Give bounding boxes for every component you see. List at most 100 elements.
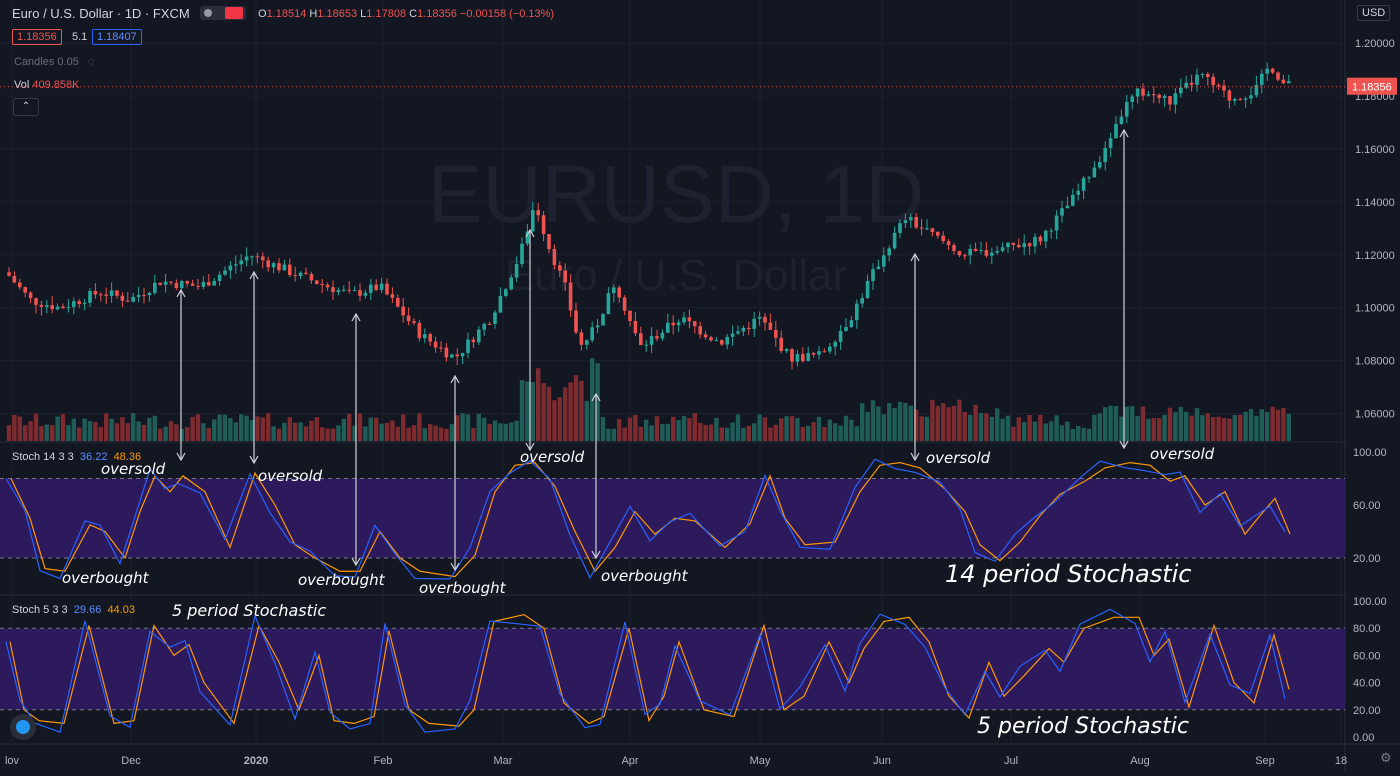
candle-body	[1152, 94, 1156, 96]
candle-body	[536, 210, 540, 216]
volume-bar	[168, 421, 174, 441]
gear-icon[interactable]: ⚙	[1380, 750, 1392, 765]
volume-bar	[390, 420, 395, 441]
candle-body	[757, 316, 762, 319]
candle-body	[1000, 247, 1005, 251]
candle-body	[633, 321, 638, 334]
volume-bar	[411, 425, 417, 441]
candle-body	[655, 336, 659, 339]
candle-body	[617, 287, 621, 298]
arrow-head	[249, 270, 259, 280]
volume-bar	[557, 397, 562, 441]
volume-bar	[222, 414, 228, 441]
candle-body	[1130, 96, 1134, 102]
candles-legend[interactable]: Candles 0.05 ◌	[14, 56, 94, 68]
logo-icon[interactable]	[10, 714, 36, 740]
candle-body	[1173, 93, 1178, 105]
eye-hidden-icon[interactable]: ◌	[87, 56, 95, 68]
symbol-title[interactable]: Euro / U.S. Dollar · 1D · FXCM	[12, 6, 190, 21]
volume-bar	[503, 423, 508, 441]
candle-body	[628, 310, 632, 322]
volume-bar	[17, 416, 22, 441]
collapse-legend-button[interactable]: ⌃	[13, 98, 39, 116]
bid-button[interactable]: 1.18356	[12, 29, 62, 45]
candle-body	[358, 290, 362, 296]
volume-bar	[924, 416, 930, 441]
volume-bar	[1038, 414, 1043, 441]
last-price-label: 1.18356	[1352, 82, 1392, 94]
session-toggle[interactable]	[200, 6, 246, 20]
candle-body	[1141, 88, 1145, 96]
time-tick-label: lov	[5, 755, 20, 767]
candle-body	[1195, 74, 1199, 85]
candle-body	[72, 301, 76, 308]
stoch5-legend[interactable]: Stoch 5 3 3 29.66 44.03	[12, 604, 135, 616]
volume-value: 409.858K	[32, 79, 80, 91]
volume-bar	[1178, 407, 1183, 441]
volume-bar	[843, 415, 849, 441]
volume-bar	[1076, 425, 1081, 441]
candle-body	[433, 341, 438, 348]
candle-body	[174, 282, 179, 289]
candle-body	[126, 300, 130, 302]
volume-bar	[1216, 416, 1221, 441]
stoch14-k-line	[5, 458, 1286, 580]
candle-body	[568, 282, 573, 311]
arrow-head	[910, 252, 920, 262]
volume-legend[interactable]: Vol 409.858K	[14, 79, 79, 91]
candle-body	[639, 333, 643, 346]
candle-body	[849, 320, 854, 328]
volume-bar	[487, 423, 492, 441]
candle-body	[741, 327, 746, 332]
volume-bar	[1113, 405, 1119, 441]
high-value: 1.18653	[317, 8, 358, 20]
volume-bar	[984, 413, 989, 441]
candle-body	[520, 243, 524, 265]
arrow-head	[351, 557, 361, 567]
volume-bar	[239, 414, 244, 441]
volume-bar	[39, 425, 44, 441]
candle-body	[822, 351, 827, 353]
stoch5-d-value: 44.03	[107, 604, 135, 616]
candle-body	[104, 294, 108, 296]
candle-body	[498, 296, 503, 313]
volume-bar	[995, 408, 1000, 441]
stoch14-legend[interactable]: Stoch 14 3 3 36.22 48.36	[12, 451, 141, 463]
volume-bar	[876, 406, 881, 441]
volume-bar	[622, 427, 627, 441]
candle-body	[1211, 76, 1215, 86]
volume-bar	[1243, 411, 1248, 441]
candle-body	[811, 353, 816, 355]
volume-bar	[384, 422, 390, 441]
time-tick-label: May	[750, 755, 771, 767]
candle-body	[833, 341, 837, 347]
price-tick-label: 1.06000	[1355, 409, 1395, 421]
candle-body	[390, 294, 395, 298]
candle-body	[12, 275, 17, 283]
candle-body	[1276, 72, 1280, 80]
arrow-head	[249, 455, 259, 465]
ask-button[interactable]: 1.18407	[92, 29, 142, 45]
volume-bar	[6, 425, 12, 441]
volume-bar	[530, 382, 535, 441]
volume-bar	[978, 412, 984, 441]
candle-body	[477, 329, 481, 343]
volume-bar	[125, 423, 130, 441]
volume-bar	[946, 407, 951, 441]
candle-body	[1087, 177, 1091, 179]
volume-bar	[368, 417, 373, 441]
volume-bar	[1205, 413, 1210, 441]
volume-bar	[1194, 408, 1200, 441]
volume-bar	[163, 426, 168, 441]
candle-body	[1092, 167, 1097, 178]
volume-bar	[33, 413, 39, 441]
volume-bar	[595, 363, 600, 441]
currency-button[interactable]: USD	[1357, 5, 1391, 21]
candle-body	[1076, 190, 1080, 195]
volume-bar	[195, 414, 201, 441]
candle-body	[298, 272, 303, 277]
candle-body	[504, 289, 508, 297]
candle-body	[1103, 147, 1107, 163]
